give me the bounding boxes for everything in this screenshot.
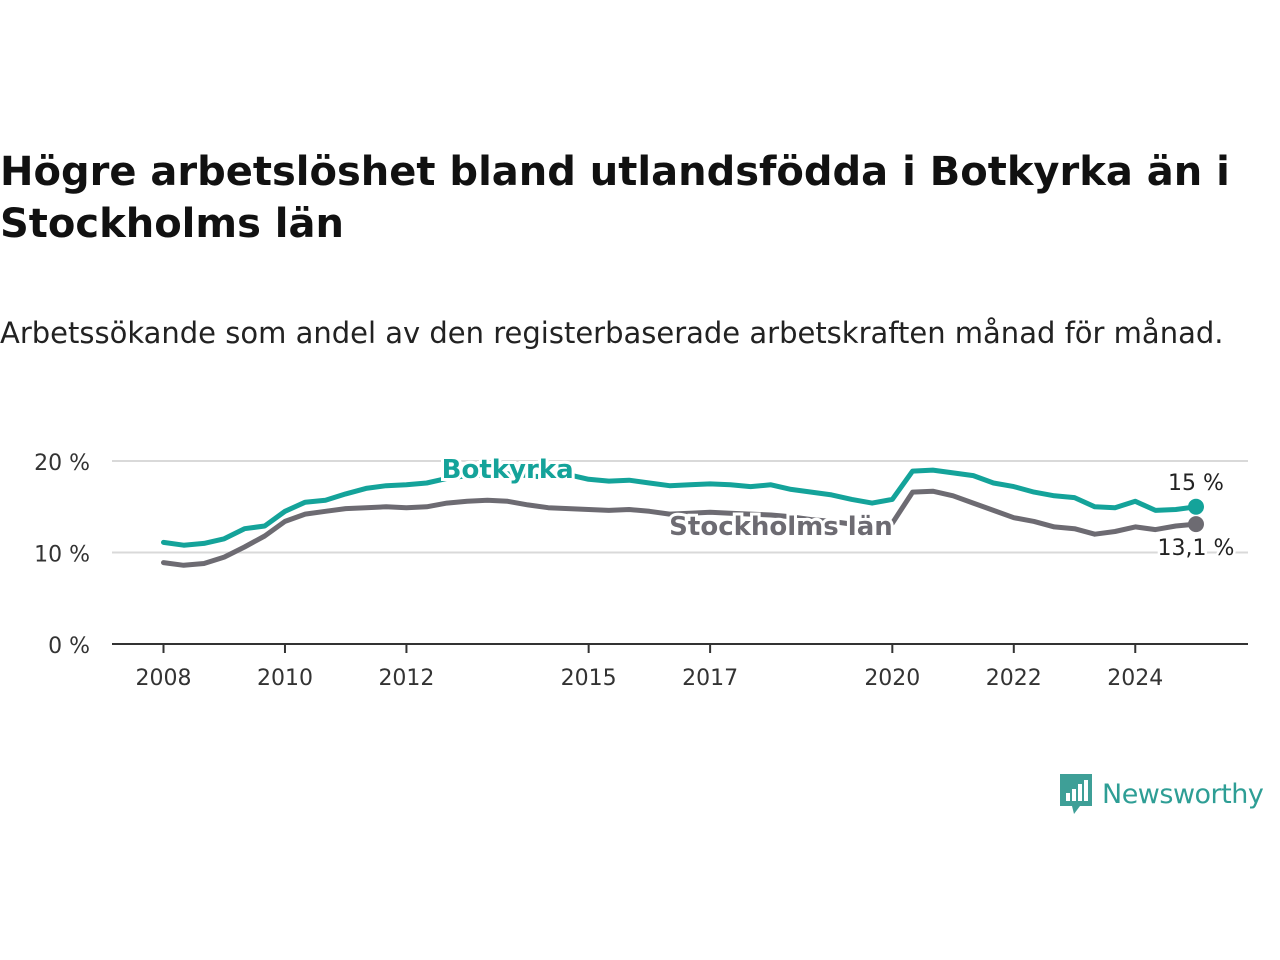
x-tick-label: 2020 [864,666,920,691]
series-end-point [1188,498,1204,515]
x-tick-label: 2022 [986,666,1042,691]
x-tick-label: 2010 [257,666,313,691]
series-line-stockholms-lan [161,488,1199,568]
series-end-point [1188,516,1204,533]
end-value-label: 15 % [1168,471,1224,496]
brand-logo: Newsworthy [1058,772,1264,816]
newsworthy-logo-icon [1060,774,1092,814]
y-tick-label: 10 % [34,543,90,568]
x-tick-label: 2017 [682,666,738,691]
x-axis [112,643,1248,653]
x-tick-label: 2008 [136,666,192,691]
x-tick-label: 2012 [378,666,434,691]
series-name-label: Botkyrka [442,455,574,485]
chart-title: Högre arbetslöshet bland utlandsfödda i … [0,149,1230,247]
x-tick-label: 2024 [1107,666,1163,691]
brand-name: Newsworthy [1102,778,1264,810]
y-tick-label: 0 % [48,634,90,659]
grid-lines [112,460,1248,554]
chart-subtitle: Arbetssökande som andel av den registerb… [0,316,1224,350]
series-lines [161,467,1204,568]
chart-labels: 0 % 10 % 20 % 2008 2010 2012 2015 2017 2020 2022 2… [34,451,1237,691]
series-name-label: Stockholms län [669,512,893,542]
x-tick-label: 2015 [561,666,617,691]
series-line-botkyrka [161,467,1199,548]
end-value-label: 13,1 % [1158,536,1235,561]
y-tick-label: 20 % [34,451,90,476]
